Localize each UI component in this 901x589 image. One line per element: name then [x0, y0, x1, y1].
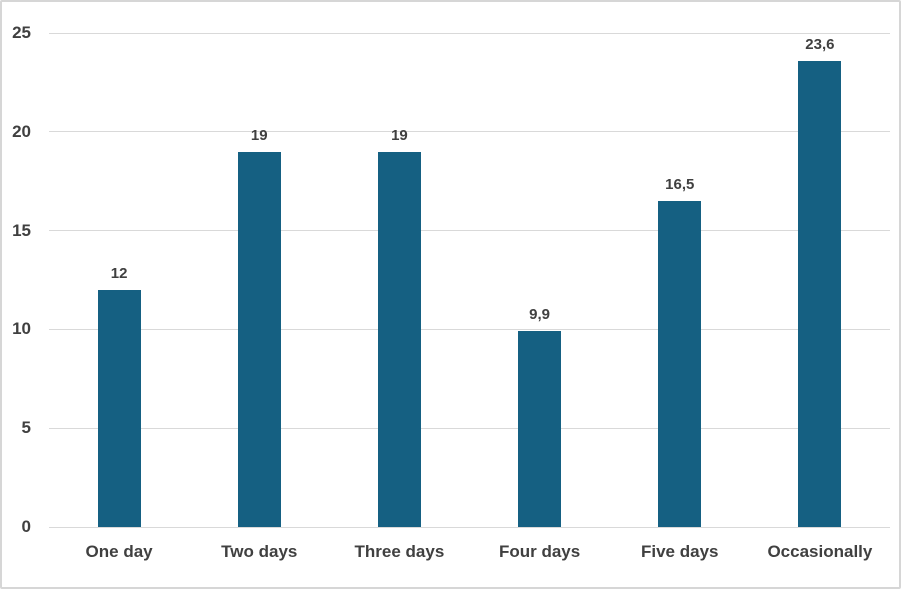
y-axis-tick-label: 5 [21, 418, 31, 438]
gridline [49, 328, 890, 330]
gridline [49, 32, 890, 34]
y-axis-tick-label: 20 [12, 121, 31, 141]
bar [237, 151, 281, 527]
x-axis-category-label: Three days [354, 542, 445, 561]
x-axis-category-label: One day [85, 542, 153, 561]
bar [658, 200, 702, 527]
gridline [49, 427, 890, 429]
bar-value-label: 19 [250, 126, 268, 144]
gridline [49, 526, 890, 528]
bar [377, 151, 421, 527]
x-axis-category-label: Five days [641, 542, 719, 561]
gridline [49, 230, 890, 232]
bar [518, 331, 562, 527]
bar-value-label: 12 [110, 264, 128, 282]
x-axis-category-label: Occasionally [767, 542, 873, 561]
gridline [49, 131, 890, 133]
x-axis-category-label: Two days [221, 542, 298, 561]
y-axis-tick-label: 25 [12, 23, 31, 42]
y-axis-tick-label: 10 [12, 319, 31, 339]
bar [798, 60, 842, 527]
bar-value-label: 19 [391, 126, 408, 144]
bar-value-label: 9,9 [529, 306, 551, 324]
y-axis-tick-label: 15 [12, 220, 31, 240]
y-axis-tick-label: 0 [21, 517, 31, 536]
bar [97, 289, 141, 527]
x-axis-category-label: Four days [498, 542, 581, 561]
bar-value-label: 23,6 [805, 35, 835, 53]
bar-value-label: 16,5 [665, 175, 695, 193]
